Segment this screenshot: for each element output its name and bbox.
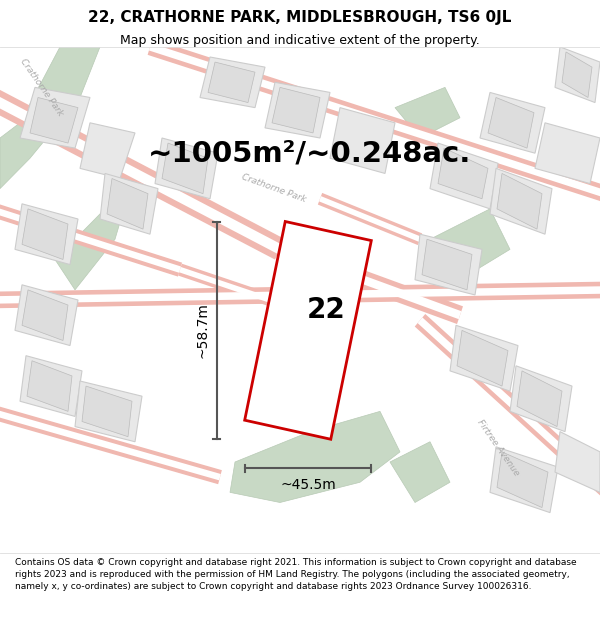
Text: ~58.7m: ~58.7m — [196, 302, 209, 358]
Polygon shape — [148, 39, 600, 207]
Text: Crathorne Park: Crathorne Park — [240, 172, 307, 204]
Polygon shape — [0, 88, 285, 259]
Polygon shape — [27, 361, 72, 411]
Text: ~1005m²/~0.248ac.: ~1005m²/~0.248ac. — [148, 139, 472, 167]
Polygon shape — [490, 447, 558, 512]
Polygon shape — [179, 267, 271, 302]
Polygon shape — [555, 432, 600, 492]
Polygon shape — [15, 285, 78, 346]
Polygon shape — [15, 204, 78, 264]
Text: 22: 22 — [307, 296, 346, 324]
Polygon shape — [20, 88, 90, 148]
Polygon shape — [0, 404, 222, 484]
Polygon shape — [155, 138, 218, 199]
Text: 22, CRATHORNE PARK, MIDDLESBROUGH, TS6 0JL: 22, CRATHORNE PARK, MIDDLESBROUGH, TS6 0… — [88, 10, 512, 25]
Polygon shape — [245, 221, 371, 439]
Polygon shape — [510, 366, 572, 432]
Polygon shape — [0, 408, 221, 481]
Polygon shape — [230, 411, 400, 502]
Polygon shape — [75, 381, 142, 442]
Polygon shape — [0, 93, 282, 254]
Polygon shape — [162, 143, 208, 194]
Polygon shape — [278, 246, 461, 319]
Polygon shape — [55, 189, 130, 290]
Polygon shape — [430, 143, 498, 209]
Text: Contains OS data © Crown copyright and database right 2021. This information is : Contains OS data © Crown copyright and d… — [15, 558, 577, 591]
Polygon shape — [100, 173, 158, 234]
Polygon shape — [490, 168, 552, 234]
Polygon shape — [0, 281, 600, 308]
Polygon shape — [330, 107, 395, 173]
Polygon shape — [277, 241, 463, 324]
Polygon shape — [555, 47, 600, 102]
Polygon shape — [422, 239, 472, 290]
Polygon shape — [0, 286, 600, 304]
Polygon shape — [80, 122, 135, 179]
Text: Map shows position and indicative extent of the property.: Map shows position and indicative extent… — [120, 34, 480, 47]
Polygon shape — [178, 264, 272, 306]
Polygon shape — [149, 43, 600, 202]
Polygon shape — [0, 202, 182, 277]
Polygon shape — [415, 234, 482, 295]
Polygon shape — [480, 92, 545, 153]
Polygon shape — [497, 173, 542, 229]
Polygon shape — [395, 88, 460, 138]
Text: ~45.5m: ~45.5m — [280, 478, 336, 492]
Text: Firtree Avenue: Firtree Avenue — [475, 418, 521, 478]
Polygon shape — [82, 386, 132, 437]
Polygon shape — [265, 82, 330, 138]
Polygon shape — [517, 371, 562, 426]
Polygon shape — [318, 193, 422, 245]
Polygon shape — [497, 452, 548, 508]
Polygon shape — [390, 442, 450, 503]
Polygon shape — [488, 98, 534, 148]
Polygon shape — [208, 62, 255, 102]
Polygon shape — [200, 57, 265, 108]
Polygon shape — [430, 209, 510, 280]
Polygon shape — [22, 209, 68, 259]
Polygon shape — [107, 179, 148, 229]
Polygon shape — [0, 206, 181, 272]
Polygon shape — [438, 148, 488, 199]
Polygon shape — [450, 325, 518, 391]
Text: Crathorne Park: Crathorne Park — [18, 57, 64, 118]
Polygon shape — [30, 98, 78, 143]
Polygon shape — [22, 290, 68, 341]
Polygon shape — [535, 122, 600, 184]
Polygon shape — [418, 318, 600, 506]
Polygon shape — [20, 356, 82, 416]
Polygon shape — [415, 314, 600, 509]
Polygon shape — [457, 331, 508, 386]
Polygon shape — [562, 52, 592, 98]
Polygon shape — [272, 88, 320, 133]
Polygon shape — [319, 196, 421, 242]
Polygon shape — [0, 47, 100, 189]
